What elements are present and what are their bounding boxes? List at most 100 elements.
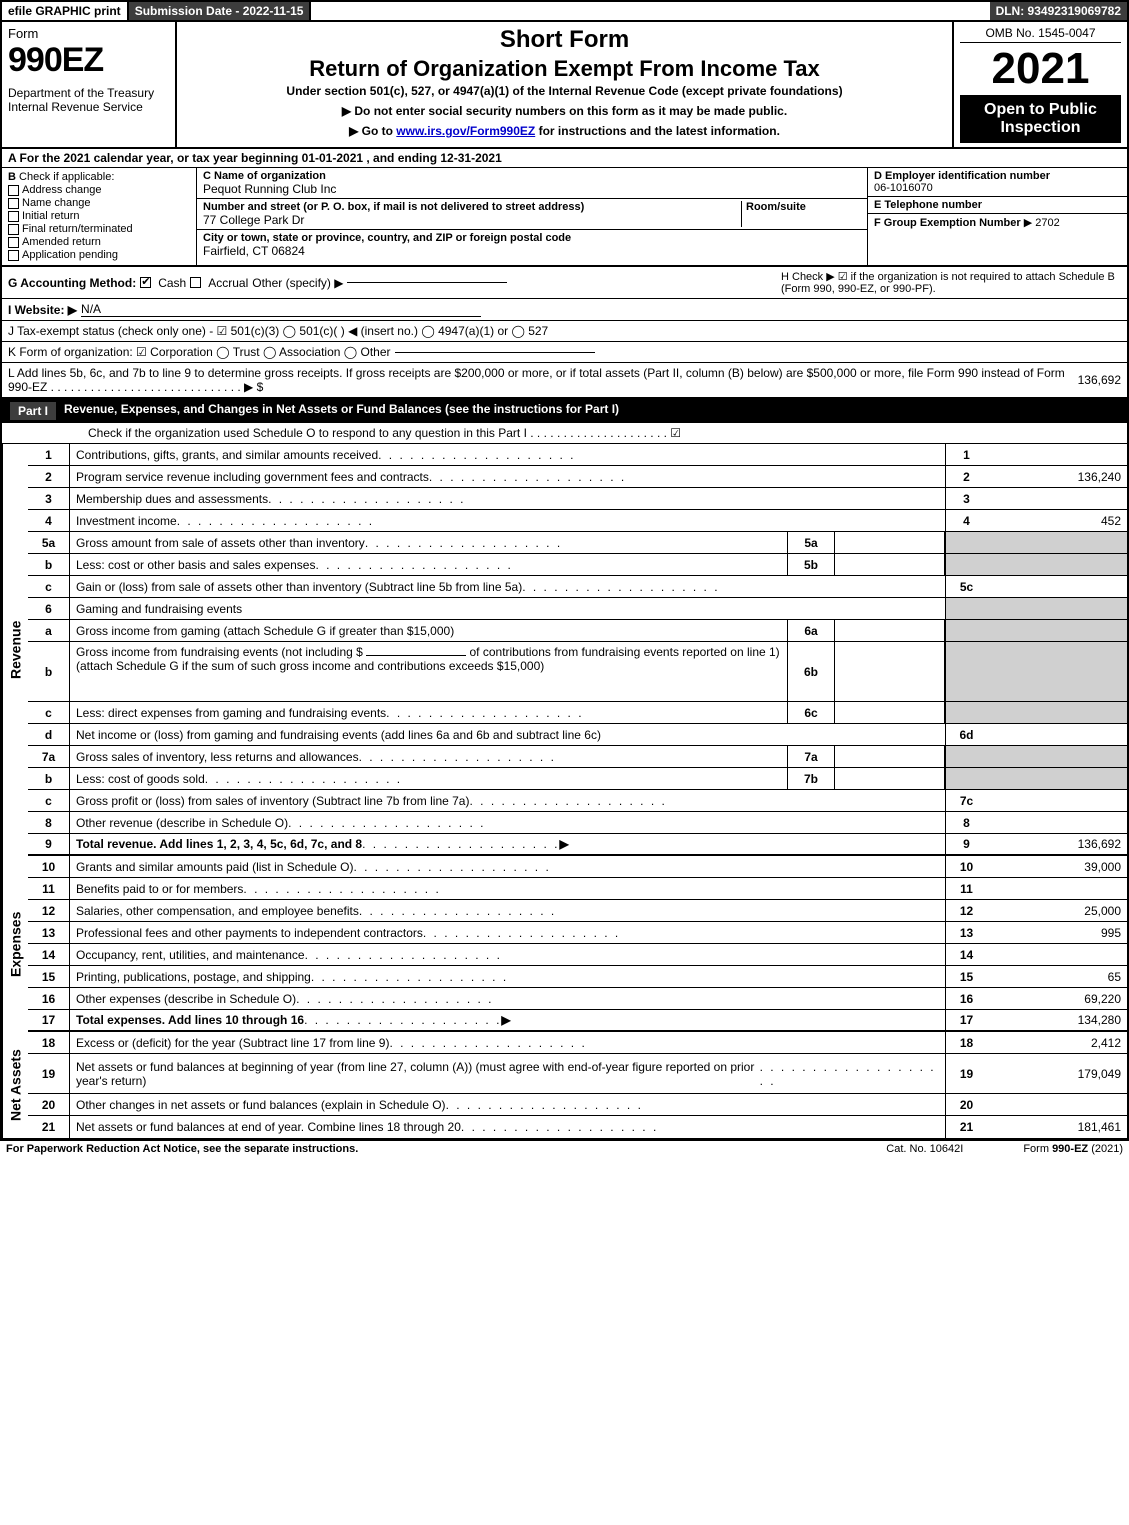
line-6a-sv bbox=[835, 620, 945, 641]
header-right: OMB No. 1545-0047 2021 Open to Public In… bbox=[952, 22, 1127, 147]
line-21-val: 181,461 bbox=[987, 1116, 1127, 1138]
line-4-rn: 4 bbox=[945, 510, 987, 531]
other-label: Other (specify) ▶ bbox=[252, 276, 343, 290]
revenue-section: Revenue 1 Contributions, gifts, grants, … bbox=[2, 444, 1127, 856]
line-12: 12 Salaries, other compensation, and emp… bbox=[28, 900, 1127, 922]
checkbox-initial-return[interactable]: Initial return bbox=[8, 210, 190, 222]
line-13: 13 Professional fees and other payments … bbox=[28, 922, 1127, 944]
accrual-checkbox[interactable] bbox=[190, 277, 201, 288]
line-15: 15 Printing, publications, postage, and … bbox=[28, 966, 1127, 988]
website-label: I Website: ▶ bbox=[8, 303, 77, 317]
expenses-section: Expenses 10 Grants and similar amounts p… bbox=[2, 856, 1127, 1032]
line-l: L Add lines 5b, 6c, and 7b to line 9 to … bbox=[0, 363, 1129, 399]
section-b: B Check if applicable: Address change Na… bbox=[2, 168, 197, 265]
line-7a-sb: 7a bbox=[787, 746, 835, 767]
info-block: B Check if applicable: Address change Na… bbox=[0, 168, 1129, 267]
checkbox-final-return[interactable]: Final return/terminated bbox=[8, 223, 190, 235]
line-6d-rn: 6d bbox=[945, 724, 987, 745]
line-12-num: 12 bbox=[28, 900, 70, 921]
cash-checkbox[interactable] bbox=[140, 277, 151, 288]
other-org-input[interactable] bbox=[395, 352, 595, 353]
group-exemption-value: ▶ 2702 bbox=[1024, 217, 1060, 229]
line-8-num: 8 bbox=[28, 812, 70, 833]
line-6d: d Net income or (loss) from gaming and f… bbox=[28, 724, 1127, 746]
line-g-h: G Accounting Method: Cash Accrual Other … bbox=[0, 267, 1129, 299]
line-21-desc: Net assets or fund balances at end of ye… bbox=[70, 1116, 945, 1138]
line-14-val bbox=[987, 944, 1127, 965]
line-6d-num: d bbox=[28, 724, 70, 745]
form-title: Return of Organization Exempt From Incom… bbox=[185, 56, 944, 82]
line-1-rn: 1 bbox=[945, 444, 987, 465]
department-label: Department of the Treasury Internal Reve… bbox=[8, 86, 169, 114]
line-21-rn: 21 bbox=[945, 1116, 987, 1138]
line-4-num: 4 bbox=[28, 510, 70, 531]
goto-note: ▶ Go to www.irs.gov/Form990EZ for instru… bbox=[185, 124, 944, 138]
line-5b-sb: 5b bbox=[787, 554, 835, 575]
line-8-rn: 8 bbox=[945, 812, 987, 833]
line-11-rn: 11 bbox=[945, 878, 987, 899]
line-3-rn: 3 bbox=[945, 488, 987, 509]
line-7c: c Gross profit or (loss) from sales of i… bbox=[28, 790, 1127, 812]
contrib-amount-input[interactable] bbox=[366, 655, 466, 656]
line-17-desc: Total expenses. Add lines 10 through 16 … bbox=[70, 1010, 945, 1030]
arrow-icon: ▶ bbox=[559, 837, 568, 851]
irs-link[interactable]: www.irs.gov/Form990EZ bbox=[396, 124, 535, 138]
cash-label: Cash bbox=[158, 276, 186, 290]
address-value: 77 College Park Dr bbox=[203, 213, 741, 227]
expenses-side-label: Expenses bbox=[2, 856, 28, 1032]
part-1-title: Revenue, Expenses, and Changes in Net As… bbox=[64, 402, 619, 420]
net-assets-side-label: Net Assets bbox=[2, 1032, 28, 1138]
section-h: H Check ▶ ☑ if the organization is not r… bbox=[781, 270, 1121, 295]
other-specify-input[interactable] bbox=[347, 282, 507, 283]
line-10-desc: Grants and similar amounts paid (list in… bbox=[70, 856, 945, 877]
line-3-num: 3 bbox=[28, 488, 70, 509]
checkbox-address-change[interactable]: Address change bbox=[8, 184, 190, 196]
gross-receipts-value: 136,692 bbox=[1078, 373, 1121, 387]
tax-exempt-status: J Tax-exempt status (check only one) - ☑… bbox=[8, 324, 548, 338]
line-5a-desc: Gross amount from sale of assets other t… bbox=[70, 532, 787, 553]
checkbox-name-change[interactable]: Name change bbox=[8, 197, 190, 209]
line-11-val bbox=[987, 878, 1127, 899]
line-3-val bbox=[987, 488, 1127, 509]
line-1: 1 Contributions, gifts, grants, and simi… bbox=[28, 444, 1127, 466]
efile-label[interactable]: efile GRAPHIC print bbox=[2, 2, 129, 20]
open-to-public: Open to Public Inspection bbox=[960, 95, 1121, 143]
checkbox-application-pending[interactable]: Application pending bbox=[8, 249, 190, 261]
footer-mid: Cat. No. 10642I bbox=[886, 1143, 963, 1155]
line-5a-val bbox=[987, 532, 1127, 553]
line-6b-num: b bbox=[28, 642, 70, 701]
checkbox-amended-return[interactable]: Amended return bbox=[8, 236, 190, 248]
room-label: Room/suite bbox=[746, 201, 861, 213]
net-assets-section: Net Assets 18 Excess or (deficit) for th… bbox=[2, 1032, 1127, 1138]
line-20-rn: 20 bbox=[945, 1094, 987, 1115]
goto-suffix: for instructions and the latest informat… bbox=[535, 124, 780, 138]
line-j: J Tax-exempt status (check only one) - ☑… bbox=[0, 321, 1129, 342]
line-9-val: 136,692 bbox=[987, 834, 1127, 854]
line-i: I Website: ▶ N/A bbox=[0, 299, 1129, 321]
line-6a: a Gross income from gaming (attach Sched… bbox=[28, 620, 1127, 642]
line-6b-rn bbox=[945, 642, 987, 701]
line-16: 16 Other expenses (describe in Schedule … bbox=[28, 988, 1127, 1010]
line-k: K Form of organization: ☑ Corporation ◯ … bbox=[0, 342, 1129, 363]
arrow-icon: ▶ bbox=[501, 1013, 510, 1027]
ein-label: D Employer identification number bbox=[874, 170, 1121, 182]
line-21: 21 Net assets or fund balances at end of… bbox=[28, 1116, 1127, 1138]
line-5a-sb: 5a bbox=[787, 532, 835, 553]
line-5c-desc: Gain or (loss) from sale of assets other… bbox=[70, 576, 945, 597]
line-5a: 5a Gross amount from sale of assets othe… bbox=[28, 532, 1127, 554]
line-10: 10 Grants and similar amounts paid (list… bbox=[28, 856, 1127, 878]
line-1-val bbox=[987, 444, 1127, 465]
line-19-num: 19 bbox=[28, 1054, 70, 1093]
line-7b-sb: 7b bbox=[787, 768, 835, 789]
line-5b-val bbox=[987, 554, 1127, 575]
line-7a-sv bbox=[835, 746, 945, 767]
line-6b-sb: 6b bbox=[787, 642, 835, 701]
line-17-num: 17 bbox=[28, 1010, 70, 1030]
line-7c-val bbox=[987, 790, 1127, 811]
line-11-num: 11 bbox=[28, 878, 70, 899]
line-20-val bbox=[987, 1094, 1127, 1115]
line-7a-val bbox=[987, 746, 1127, 767]
line-19-val: 179,049 bbox=[987, 1054, 1127, 1093]
line-7b-sv bbox=[835, 768, 945, 789]
line-2: 2 Program service revenue including gove… bbox=[28, 466, 1127, 488]
